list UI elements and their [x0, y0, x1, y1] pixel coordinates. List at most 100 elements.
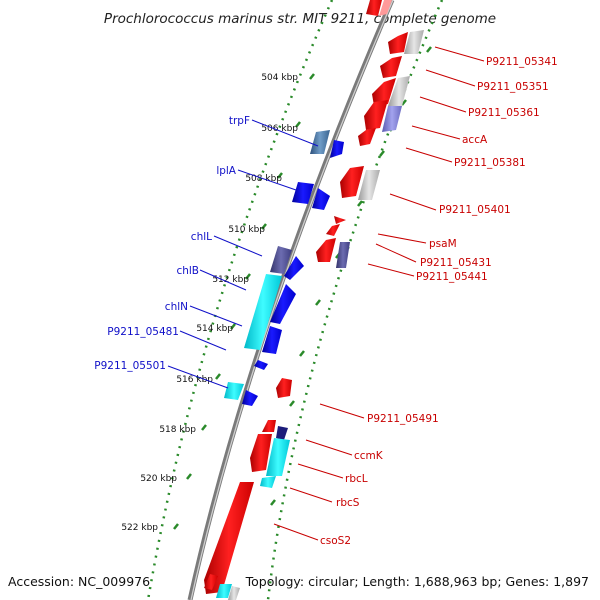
inner-ticks	[173, 73, 315, 530]
gene-block	[372, 78, 396, 106]
gene-label-chlN: chlN	[165, 301, 188, 313]
leader-line	[289, 487, 333, 503]
title-group: Prochlorococcus marinus str. MIT 9211, c…	[104, 11, 496, 27]
gene-block	[316, 238, 336, 262]
gene-block	[340, 166, 364, 198]
gene-block	[260, 476, 276, 488]
leader-line	[425, 69, 476, 87]
gene-block	[204, 574, 218, 590]
gene-block	[270, 246, 292, 274]
gene-label-P9211_05431: P9211_05431	[420, 257, 492, 269]
leader-line	[411, 125, 461, 140]
gene-block	[250, 434, 272, 472]
tick-label: 522 kbp	[121, 523, 158, 533]
gene-label-trpF: trpF	[229, 115, 250, 127]
leader-line	[405, 147, 453, 163]
gene-block	[276, 378, 292, 398]
gene-block	[358, 128, 376, 146]
gene-block	[244, 274, 282, 350]
gene-block	[379, 0, 392, 16]
leader-line	[434, 46, 485, 62]
gene-block	[254, 360, 268, 370]
gene-block	[404, 30, 424, 54]
top-partial-genes	[366, 0, 392, 16]
gene-block	[284, 256, 304, 280]
gene-block	[388, 76, 410, 106]
gene-label-P9211_05501: P9211_05501	[94, 360, 166, 372]
leader-line	[367, 263, 415, 277]
leader-line	[213, 235, 263, 257]
tick-label: 514 kbp	[196, 324, 233, 334]
backbone-highlight	[190, 0, 394, 600]
leader-line	[375, 243, 417, 263]
leader-line	[377, 233, 427, 244]
tick-label: 518 kbp	[159, 425, 196, 435]
gene-label-rbcL: rbcL	[345, 473, 368, 485]
leader-line	[297, 463, 344, 479]
gene-label-P9211_05351: P9211_05351	[477, 81, 549, 93]
gene-block	[380, 56, 402, 78]
leader-line	[179, 330, 227, 351]
gene-label-P9211_05491: P9211_05491	[367, 413, 439, 425]
gene-label-P9211_05401: P9211_05401	[439, 204, 511, 216]
tick-label: 510 kbp	[228, 225, 265, 235]
left-gene-blocks	[224, 130, 344, 406]
gene-block	[388, 32, 408, 54]
tick-label: 504 kbp	[261, 73, 298, 83]
footer: Accession: NC_009976 Topology: circular;…	[8, 574, 589, 589]
gene-label-accA: accA	[462, 134, 488, 146]
gene-block	[292, 182, 314, 204]
gene-label-P9211_05481: P9211_05481	[107, 326, 179, 338]
gene-label-ccmK: ccmK	[354, 450, 384, 462]
gene-block	[262, 326, 282, 354]
leader-line	[419, 96, 467, 113]
leader-line	[273, 523, 319, 541]
gene-label-csoS2: csoS2	[320, 535, 351, 547]
right-gene-blocks	[204, 30, 424, 600]
gene-block	[358, 170, 380, 200]
gene-label-P9211_05381: P9211_05381	[454, 157, 526, 169]
gene-block	[262, 420, 276, 432]
gene-label-chlL: chlL	[191, 231, 212, 243]
gene-block	[276, 426, 288, 440]
gene-block	[364, 100, 388, 130]
left-labels: trpF lplA chlL chlB chlN P9211_05481 P92…	[94, 115, 319, 389]
gene-block	[216, 584, 232, 598]
gene-label-rbcS: rbcS	[336, 497, 360, 509]
inner-guide-ring	[146, 0, 334, 600]
gene-label-P9211_05441: P9211_05441	[416, 271, 488, 283]
topology-text: Topology: circular; Length: 1,688,963 bp…	[245, 574, 589, 589]
leader-line	[305, 439, 353, 456]
right-labels: P9211_05341 P9211_05351 P9211_05361 accA…	[273, 46, 558, 547]
gene-block	[270, 284, 296, 324]
tick-label: 512 kbp	[212, 275, 249, 285]
leader-line	[237, 169, 297, 191]
leader-line	[251, 119, 319, 147]
gene-label-chlB: chlB	[176, 265, 199, 277]
tick-label: 516 kbp	[176, 375, 213, 385]
gene-block	[204, 482, 254, 594]
genome-title: Prochlorococcus marinus str. MIT 9211, c…	[104, 11, 496, 27]
leader-line	[189, 305, 243, 327]
gene-block	[336, 242, 350, 268]
leader-line	[319, 403, 365, 419]
gene-label-lplA: lplA	[216, 165, 236, 177]
leader-line	[199, 269, 247, 291]
gene-block	[366, 0, 382, 16]
outer-ticks	[270, 46, 432, 506]
gene-block	[330, 140, 344, 158]
gene-block	[266, 438, 290, 476]
gene-label-P9211_05361: P9211_05361	[468, 107, 540, 119]
genome-backbone	[187, 0, 395, 600]
gene-label-P9211_05341: P9211_05341	[486, 56, 558, 68]
gene-block	[224, 382, 244, 400]
tick-label: 506 kbp	[261, 124, 298, 134]
gene-block	[312, 188, 330, 210]
accession-text: Accession: NC_009976	[8, 574, 150, 589]
gene-block	[382, 106, 402, 132]
gene-label-psaM: psaM	[429, 238, 457, 250]
gene-block	[242, 390, 258, 406]
gene-block	[334, 216, 346, 224]
gene-block	[228, 586, 240, 600]
